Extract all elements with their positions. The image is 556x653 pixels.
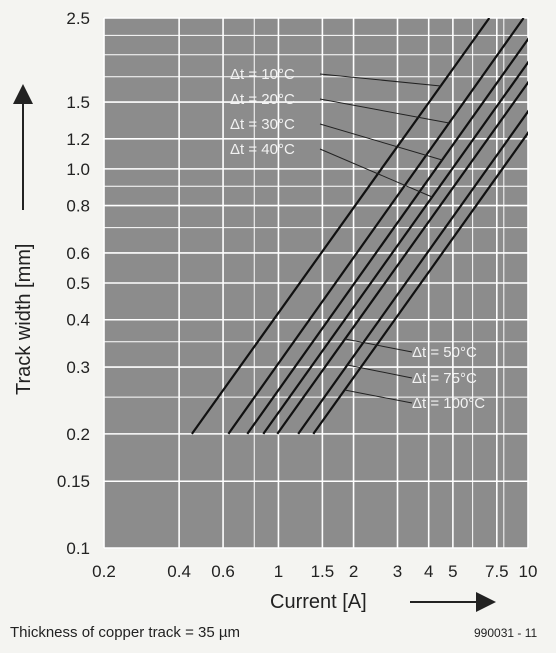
y-tick-label: 0.2 — [66, 425, 90, 444]
curve-series-4 — [262, 60, 528, 435]
y-tick-label: 0.1 — [66, 539, 90, 558]
curve-label-7: Δt = 100°C — [412, 395, 485, 412]
label-leader-line — [319, 98, 450, 124]
curve-series-7 — [312, 131, 528, 435]
label-leader-line — [347, 364, 413, 379]
y-tick-label: 0.6 — [66, 244, 90, 263]
y-axis-title: Track width [mm] — [13, 244, 35, 396]
curve-label-6: Δt = 75°C — [412, 370, 477, 387]
label-leader-line — [319, 148, 433, 198]
label-leader-line — [319, 73, 441, 87]
copper-thickness-note: Thickness of copper track = 35 µm — [10, 624, 240, 641]
x-tick-label: 10 — [519, 562, 538, 581]
y-tick-labels: 0.1 0.15 0.2 0.3 0.4 0.5 0.6 0.8 1.0 1.2 1.5 2.5 — [57, 9, 90, 558]
curve-labels: Δt = 10°C Δt = 20°C Δt = 30°C Δt = 40°C Δt =… — [230, 66, 485, 412]
x-tick-label: 0.6 — [211, 562, 235, 581]
curve-series-3 — [246, 37, 528, 435]
y-tick-label: 1.5 — [66, 93, 90, 112]
x-tick-label: 1 — [274, 562, 283, 581]
x-tick-labels: 0.2 0.4 0.6 1 1.5 2 3 4 5 7.5 10 — [92, 562, 537, 581]
curve-series-1 — [191, 18, 491, 435]
curve-series-5 — [276, 80, 528, 435]
x-tick-label: 7.5 — [485, 562, 509, 581]
y-tick-label: 1.2 — [66, 130, 90, 149]
x-tick-label: 0.2 — [92, 562, 116, 581]
curve-label-1: Δt = 10°C — [230, 66, 295, 83]
curve-label-2: Δt = 20°C — [230, 91, 295, 108]
curve-label-3: Δt = 30°C — [230, 116, 295, 133]
label-leader-line — [344, 389, 413, 404]
x-axis-title: Current [A] — [270, 591, 367, 613]
curve-label-4: Δt = 40°C — [230, 141, 295, 158]
y-tick-label: 0.4 — [66, 311, 90, 330]
x-tick-label: 0.4 — [167, 562, 191, 581]
figure-id: 990031 - 11 — [474, 626, 538, 640]
curve-label-5: Δt = 50°C — [412, 344, 477, 361]
y-tick-label: 0.15 — [57, 472, 90, 491]
label-leader-line — [319, 123, 443, 161]
x-tick-label: 3 — [393, 562, 402, 581]
x-tick-label: 5 — [448, 562, 457, 581]
label-leader-line — [344, 338, 413, 353]
y-tick-label: 0.3 — [66, 358, 90, 377]
curve-series-2 — [227, 18, 525, 435]
grid — [103, 17, 529, 549]
y-tick-label: 0.5 — [66, 274, 90, 293]
y-tick-label: 2.5 — [66, 9, 90, 28]
y-tick-label: 0.8 — [66, 197, 90, 216]
x-tick-label: 1.5 — [311, 562, 335, 581]
x-tick-label: 2 — [349, 562, 358, 581]
y-tick-label: 1.0 — [66, 160, 90, 179]
x-tick-label: 4 — [424, 562, 433, 581]
